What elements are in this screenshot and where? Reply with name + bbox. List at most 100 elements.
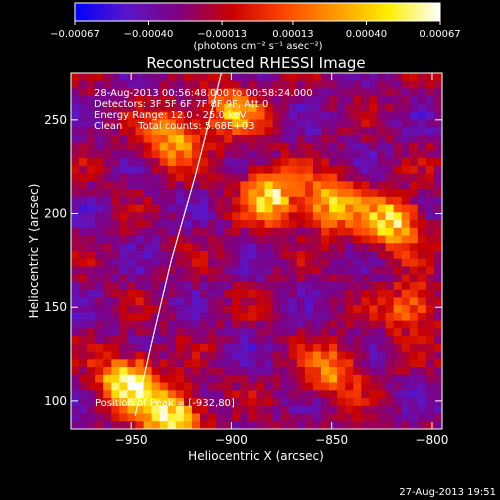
heatmap-cell	[401, 235, 411, 244]
heatmap-cell	[401, 196, 411, 206]
heatmap-cell	[353, 274, 362, 283]
heatmap-cell	[425, 103, 435, 113]
heatmap-cell	[71, 413, 80, 422]
heatmap-cell	[312, 134, 322, 144]
heatmap-cell	[191, 189, 201, 198]
heatmap-cell	[353, 343, 362, 353]
heatmap-cell	[272, 73, 282, 82]
heatmap-cell	[345, 421, 354, 429]
heatmap-cell	[385, 305, 395, 314]
heatmap-cell	[353, 111, 362, 121]
heatmap-cell	[321, 398, 330, 407]
heatmap-cell	[175, 88, 185, 97]
heatmap-cell	[256, 80, 266, 90]
heatmap-cell	[191, 111, 201, 121]
heatmap-cell	[224, 127, 233, 136]
heatmap-cell	[417, 281, 427, 291]
heatmap-cell	[296, 80, 306, 90]
heatmap-cell	[329, 88, 338, 97]
heatmap-cell	[304, 359, 314, 368]
heatmap-cell	[135, 320, 145, 329]
heatmap-cell	[288, 96, 298, 105]
heatmap-cell	[433, 320, 442, 329]
annotation-clean: Clean Total counts: 5.68E+03	[94, 121, 254, 132]
heatmap-cell	[385, 127, 395, 136]
heatmap-cell	[329, 382, 338, 391]
heatmap-cell	[321, 367, 330, 376]
heatmap-cell	[87, 274, 96, 283]
heatmap-cell	[385, 297, 395, 306]
heatmap-cell	[200, 204, 209, 213]
heatmap-cell	[183, 266, 193, 275]
heatmap-cell	[417, 312, 427, 322]
heatmap-cell	[417, 398, 427, 407]
heatmap-cell	[111, 336, 120, 345]
heatmap-cell	[361, 103, 371, 113]
heatmap-cell	[280, 196, 290, 206]
heatmap-cell	[409, 212, 419, 221]
heatmap-cell	[321, 173, 330, 182]
heatmap-cell	[361, 80, 371, 90]
heatmap-cell	[95, 328, 104, 337]
heatmap-cell	[191, 421, 201, 429]
heatmap-cell	[433, 359, 442, 368]
heatmap-cell	[95, 150, 104, 159]
heatmap-cell	[417, 220, 427, 229]
heatmap-cell	[385, 173, 395, 182]
heatmap-cell	[377, 343, 387, 353]
heatmap-cell	[409, 181, 419, 190]
heatmap-cell	[208, 165, 217, 175]
heatmap-cell	[417, 80, 427, 90]
heatmap-cell	[127, 328, 137, 337]
heatmap-cell	[232, 127, 241, 136]
heatmap-cell	[353, 251, 362, 260]
heatmap-cell	[240, 421, 250, 429]
heatmap-cell	[127, 127, 137, 136]
heatmap-cell	[288, 173, 298, 182]
heatmap-cell	[175, 96, 185, 105]
heatmap-cell	[79, 251, 88, 260]
heatmap-cell	[127, 88, 137, 97]
heatmap-cell	[361, 405, 371, 415]
heatmap-cell	[183, 382, 193, 391]
heatmap-cell	[321, 351, 330, 360]
heatmap-cell	[103, 382, 112, 391]
heatmap-cell	[240, 103, 250, 113]
heatmap-cell	[409, 320, 419, 329]
heatmap-cell	[345, 258, 354, 268]
heatmap-cell	[119, 274, 129, 283]
heatmap-cell	[417, 328, 427, 337]
heatmap-cell	[264, 204, 274, 213]
heatmap-cell	[95, 111, 104, 121]
heatmap-cell	[208, 413, 217, 422]
heatmap-cell	[385, 274, 395, 283]
heatmap-cell	[240, 413, 250, 422]
heatmap-cell	[208, 266, 217, 275]
heatmap-cell	[95, 212, 104, 221]
heatmap-cell	[329, 390, 338, 399]
heatmap-cell	[191, 281, 201, 291]
heatmap-cell	[401, 212, 411, 221]
heatmap-cell	[280, 103, 290, 113]
heatmap-cell	[321, 413, 330, 422]
heatmap-cell	[401, 289, 411, 299]
heatmap-cell	[369, 390, 379, 399]
heatmap-cell	[167, 305, 177, 314]
heatmap-cell	[191, 266, 201, 275]
heatmap-cell	[361, 390, 371, 399]
heatmap-cell	[312, 189, 322, 198]
heatmap-cell	[232, 235, 241, 244]
heatmap-cell	[425, 212, 435, 221]
heatmap-cell	[95, 398, 104, 407]
heatmap-cell	[175, 235, 185, 244]
heatmap-cell	[345, 204, 354, 213]
heatmap-cell	[135, 150, 145, 159]
heatmap-cell	[296, 204, 306, 213]
heatmap-cell	[119, 320, 129, 329]
heatmap-cell	[208, 405, 217, 415]
heatmap-cell	[280, 127, 290, 136]
heatmap-cell	[337, 258, 346, 268]
heatmap-cell	[321, 88, 330, 97]
heatmap-cell	[337, 312, 346, 322]
heatmap-cell	[385, 96, 395, 105]
